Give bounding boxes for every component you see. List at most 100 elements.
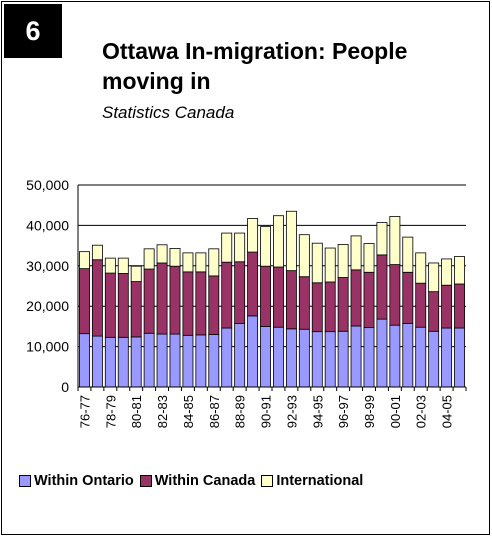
y-tick-label: 40,000 [26, 217, 69, 233]
bar-segment-within-canada [247, 251, 259, 317]
bar-segment-within-ontario [143, 332, 155, 388]
bar-segment-international [389, 216, 401, 265]
bar-segment-within-canada [91, 259, 103, 337]
bar-segment-within-ontario [182, 334, 194, 388]
bar-segment-within-ontario [156, 333, 168, 388]
bar-segment-international [337, 243, 349, 278]
bar-segment-within-ontario [221, 327, 233, 388]
bar-segment-within-ontario [441, 327, 453, 388]
bar-segment-international [221, 232, 233, 263]
bar-segment-within-ontario [454, 327, 465, 388]
bar-segment-within-canada [337, 277, 349, 332]
bar-segment-within-ontario [234, 323, 246, 388]
x-tick-label: 96-97 [336, 395, 351, 428]
legend-swatch-within-ontario [19, 475, 31, 487]
bar-segment-within-canada [130, 281, 142, 338]
bar-segment-within-canada [169, 265, 181, 335]
bar-segment-within-ontario [324, 331, 336, 388]
bar-segment-international [415, 252, 427, 284]
legend: Within Ontario Within Canada Internation… [19, 473, 369, 489]
bar-segment-within-ontario [298, 328, 310, 388]
bar-segment-international [454, 256, 465, 285]
x-tick-label: 80-81 [129, 395, 144, 428]
bar-segment-within-ontario [91, 335, 103, 388]
bar-segment-within-canada [104, 272, 116, 338]
x-tick-label: 84-85 [181, 395, 196, 428]
bar-segment-within-canada [441, 284, 453, 329]
legend-swatch-within-canada [139, 475, 152, 487]
x-tick-label: 04-05 [440, 395, 455, 428]
bar-segment-within-ontario [285, 328, 297, 388]
bar-segment-international [428, 262, 440, 293]
bar-segment-within-canada [428, 291, 440, 332]
bar-segment-international [376, 222, 388, 256]
legend-item-within-canada: Within Canada [139, 473, 256, 489]
x-tick-label: 78-79 [103, 395, 118, 428]
bar-segment-international [285, 210, 297, 272]
bar-segment-within-ontario [350, 325, 362, 388]
bar-segment-within-canada [273, 266, 284, 328]
bar-segment-within-canada [234, 261, 246, 324]
bar-segment-within-canada [260, 265, 271, 327]
y-tick-label: 50,000 [26, 177, 69, 193]
bar-segment-within-ontario [260, 325, 271, 388]
x-tick-label: 02-03 [414, 395, 429, 428]
bar-segment-international [247, 218, 259, 253]
bar-segment-within-canada [454, 283, 465, 329]
y-tick-label: 10,000 [26, 339, 69, 355]
legend-label-international: International [276, 473, 364, 489]
bar-segment-within-ontario [389, 324, 401, 388]
bar-segment-within-canada [363, 271, 375, 329]
bar-segment-within-canada [389, 264, 401, 326]
bar-segment-international [91, 244, 103, 261]
bar-segment-within-ontario [208, 334, 220, 388]
bar-segment-international [117, 257, 129, 274]
bar-segment-within-canada [208, 275, 220, 335]
bar-segment-international [234, 232, 246, 263]
y-tick-label: 20,000 [26, 298, 69, 314]
bar-segment-within-ontario [117, 336, 129, 388]
bar-segment-within-ontario [428, 330, 440, 388]
bar-segment-within-ontario [337, 330, 349, 388]
bar-segment-within-ontario [130, 336, 142, 388]
bar-segment-within-ontario [415, 326, 427, 388]
bar-segment-within-canada [324, 281, 336, 333]
y-tick-label: 30,000 [26, 258, 69, 274]
bar-segment-international [350, 235, 362, 271]
figure-number-badge: 6 [4, 4, 62, 58]
legend-item-international: International [261, 473, 363, 489]
x-tick-label: 98-99 [362, 395, 377, 428]
bar-segment-international [363, 243, 375, 273]
chart-title: Ottawa In-migration: People moving in [102, 38, 408, 94]
x-tick-label: 76-77 [77, 395, 92, 428]
x-tick-label: 88-89 [233, 395, 248, 428]
bar-segment-within-ontario [273, 326, 284, 388]
bar-segment-within-canada [221, 261, 233, 329]
legend-label-within-canada: Within Canada [154, 473, 256, 489]
bar-segment-within-canada [195, 271, 207, 336]
bar-segment-within-ontario [104, 336, 116, 388]
bar-segment-within-canada [298, 276, 310, 330]
bar-segment-within-canada [182, 271, 194, 336]
bar-segment-within-canada [350, 269, 362, 327]
x-tick-label: 92-93 [284, 395, 299, 428]
bar-segment-international [143, 248, 155, 270]
x-tick-label: 86-87 [207, 395, 222, 428]
bar-segment-within-ontario [311, 331, 323, 388]
x-tick-label: 90-91 [259, 395, 274, 428]
bar-segment-within-ontario [195, 334, 207, 388]
bar-segment-within-ontario [79, 333, 90, 388]
legend-label-within-ontario: Within Ontario [34, 473, 134, 489]
x-tick-label: 82-83 [155, 395, 170, 428]
bar-segment-international [104, 257, 116, 274]
bar-segment-international [169, 248, 181, 267]
bar-segment-within-canada [415, 282, 427, 328]
bar-segment-within-canada [285, 270, 297, 330]
y-tick-label: 0 [61, 379, 69, 395]
bar-segment-within-canada [117, 273, 129, 338]
bar-segment-within-canada [79, 268, 90, 335]
bar-segment-within-ontario [247, 315, 259, 388]
bar-segment-international [260, 226, 271, 267]
bar-segment-within-canada [156, 262, 168, 335]
